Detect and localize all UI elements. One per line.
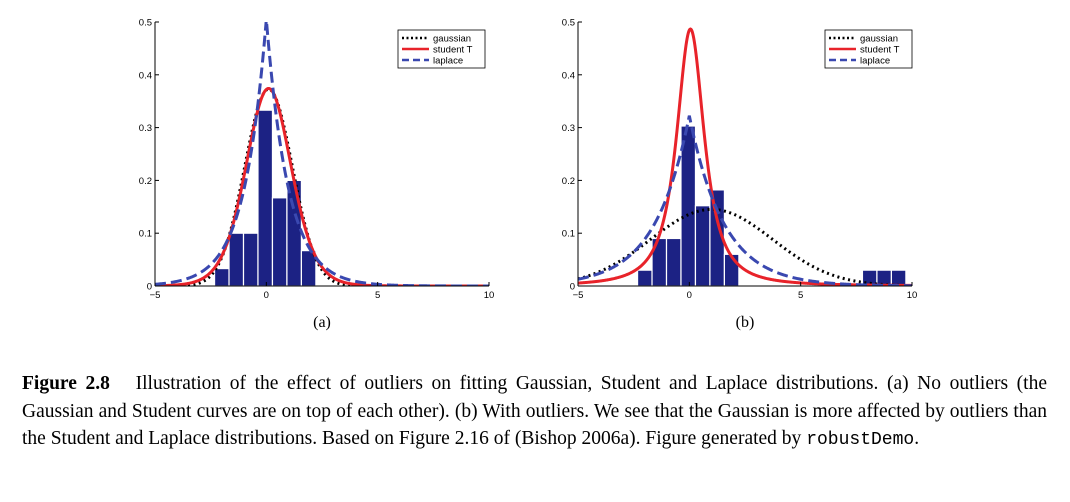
y-tick-label: 0.1 — [562, 229, 575, 240]
caption-label: Figure 2.8 — [22, 373, 110, 394]
x-tick-label: −5 — [573, 290, 584, 301]
legend-label: student T — [860, 45, 900, 56]
legend-label: gaussian — [433, 34, 471, 45]
histogram-bar — [876, 269, 893, 287]
y-tick-label: 0.2 — [139, 176, 152, 187]
y-tick-label: 0.1 — [139, 229, 152, 240]
y-tick-label: 0 — [147, 282, 152, 293]
histogram-bar — [665, 237, 682, 287]
caption-code: robustDemo — [806, 430, 915, 450]
curve-gaussian — [155, 87, 489, 286]
legend-label: laplace — [860, 56, 890, 67]
histogram-bar — [636, 269, 653, 287]
histogram-bar — [228, 232, 245, 287]
legend-box — [397, 29, 486, 69]
curve-gaussian — [578, 207, 912, 286]
y-tick-label: 0.5 — [139, 18, 152, 29]
x-tick-label: 0 — [687, 290, 692, 301]
y-tick-label: 0.2 — [562, 176, 575, 187]
histogram-bar — [242, 232, 259, 287]
y-tick-label: 0.3 — [562, 123, 575, 134]
histogram-bar — [213, 267, 230, 287]
caption-end: . — [914, 428, 920, 449]
x-tick-label: 10 — [907, 290, 918, 301]
histogram-bar — [271, 197, 288, 287]
x-tick-label: 5 — [798, 290, 803, 301]
figure-caption: Figure 2.8 Illustration of the effect of… — [22, 370, 1047, 455]
curve-laplace — [578, 115, 912, 286]
legend-label: laplace — [433, 56, 463, 67]
x-tick-label: 10 — [484, 290, 495, 301]
y-tick-label: 0 — [570, 282, 575, 293]
y-tick-label: 0.4 — [139, 70, 152, 81]
y-tick-label: 0.4 — [562, 70, 575, 81]
histogram-bar — [694, 205, 711, 287]
legend-label: gaussian — [860, 34, 898, 45]
panel-label: (a) — [313, 314, 331, 331]
x-tick-label: 0 — [264, 290, 269, 301]
x-tick-label: −5 — [150, 290, 161, 301]
panel-label: (b) — [736, 314, 755, 331]
histogram-bar — [680, 125, 697, 287]
caption-text: Illustration of the effect of outliers o… — [22, 373, 1047, 449]
x-tick-label: 5 — [375, 290, 380, 301]
curve-laplace — [155, 22, 489, 286]
y-tick-label: 0.3 — [139, 123, 152, 134]
legend-label: student T — [433, 45, 473, 56]
y-tick-label: 0.5 — [562, 18, 575, 29]
curve-student-t — [155, 86, 489, 286]
histogram-bar — [257, 109, 274, 287]
